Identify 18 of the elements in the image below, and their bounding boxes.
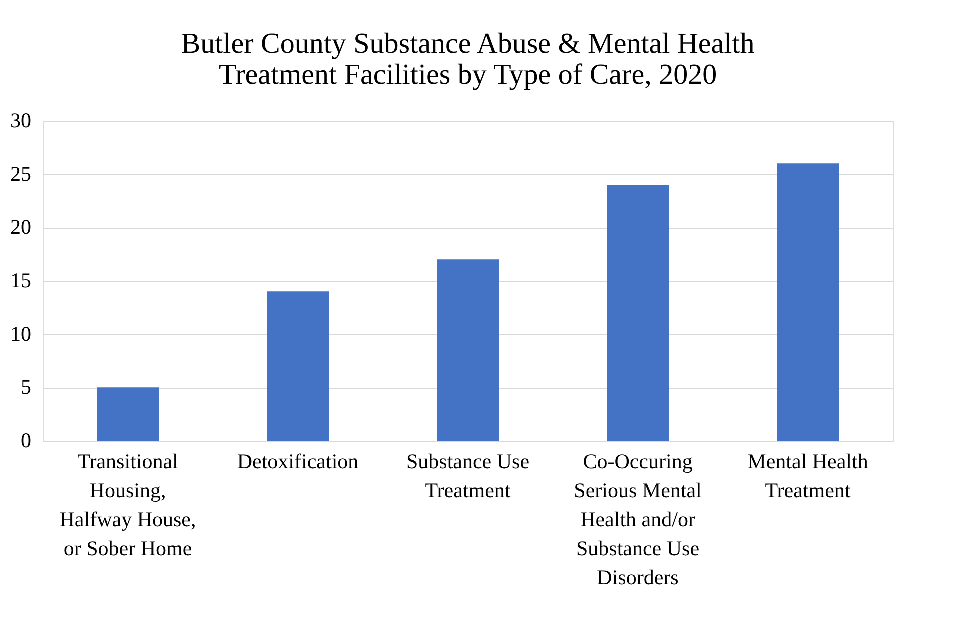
x-tick-label: Substance Use Treatment	[406, 450, 530, 502]
bar	[607, 185, 669, 441]
y-tick-label: 20	[10, 215, 32, 240]
x-tick-label: Co-Occuring Serious Mental Health and/or Substance Use Disorders	[574, 450, 702, 590]
x-tick-label: Mental Health Treatment	[748, 450, 869, 502]
x-tick-label: Transitional Housing, Halfway House, or Sober Home	[60, 450, 196, 560]
bar	[97, 388, 159, 441]
y-tick-label: 25	[10, 162, 32, 186]
chart-title: Butler County Substance Abuse & Mental Health Treatment Facilities by Type of Care, 2020	[181, 28, 756, 91]
y-tick-label: 15	[10, 268, 32, 292]
bar	[267, 292, 329, 441]
x-tick-label: Detoxification	[237, 450, 360, 474]
y-tick-label: 0	[21, 428, 32, 452]
y-tick-label: 30	[10, 108, 32, 132]
y-tick-label: 5	[21, 375, 32, 400]
bar	[777, 164, 839, 441]
y-tick-label: 10	[10, 322, 32, 346]
bar	[437, 260, 499, 441]
